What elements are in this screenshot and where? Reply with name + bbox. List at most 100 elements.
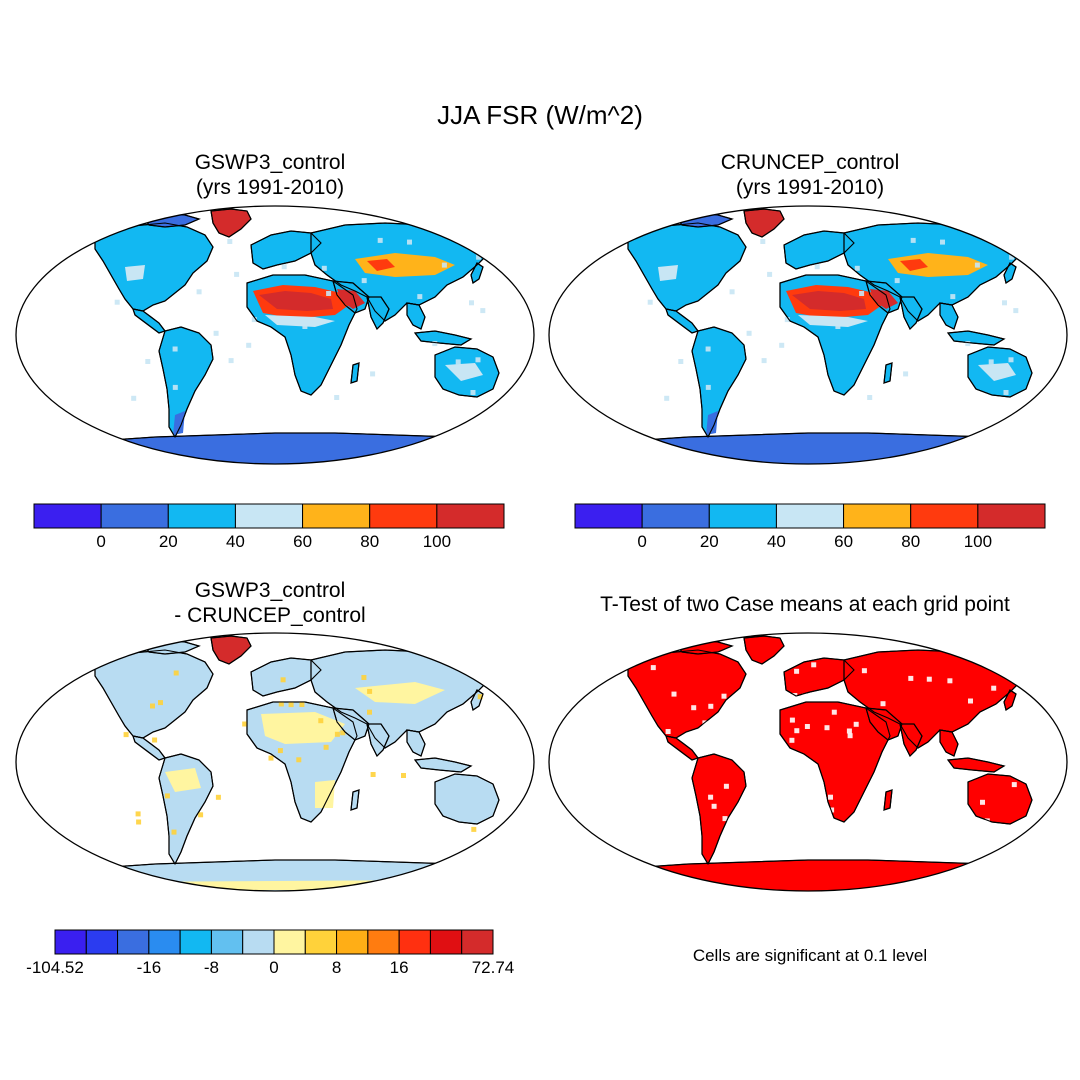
coastline-centralAmerica — [665, 308, 699, 334]
grid-cell — [649, 811, 655, 816]
arabia-high — [337, 289, 365, 309]
grid-cell — [1002, 300, 1007, 306]
grid-cell — [475, 357, 481, 363]
grid-cell — [729, 289, 735, 295]
grid-cell — [665, 729, 671, 734]
grid-cell — [171, 829, 177, 835]
grid-cell — [711, 803, 717, 809]
grid-cell — [114, 299, 120, 305]
amazon-yellow — [165, 768, 201, 792]
grid-cell — [829, 807, 835, 813]
grid-cell — [476, 254, 482, 260]
grid-cell — [173, 670, 179, 676]
colorbar-label: 72.74 — [472, 958, 515, 977]
coastline-japan — [1003, 262, 1017, 284]
grid-cell — [744, 714, 750, 720]
grid-cell — [898, 762, 904, 768]
coastline-australia — [967, 773, 1033, 825]
colorbar-label: -104.52 — [26, 958, 84, 977]
colorbar-swatch — [100, 503, 169, 529]
grid-cell — [653, 821, 659, 827]
map-content — [16, 633, 534, 891]
map-ttest — [548, 632, 1068, 892]
coastline-northAmerica — [94, 222, 214, 312]
grid-cell — [811, 662, 817, 668]
panel-title-ttest: T-Test of two Case means at each grid po… — [600, 593, 1010, 616]
colorbar-label: 60 — [834, 532, 853, 551]
colorbar-cruncep: 0 20 40 60 80 100 — [574, 503, 1046, 551]
grid-cell — [158, 700, 163, 706]
colorbar-swatch — [148, 929, 181, 955]
grid-cell — [831, 709, 837, 715]
grid-cell — [136, 819, 142, 825]
grid-cell — [234, 271, 240, 277]
coastline-newZealand — [1039, 819, 1051, 842]
grid-cell — [480, 308, 486, 314]
map-frame — [548, 632, 1068, 892]
coastline-newZealand — [1039, 392, 1051, 415]
grid-cell — [789, 717, 795, 723]
grid-cell — [1003, 390, 1009, 395]
grid-cell — [367, 709, 372, 715]
colorbar-swatch — [167, 503, 236, 529]
coastline-australia — [434, 773, 500, 825]
land-newZealand — [1039, 392, 1051, 415]
grid-cell — [968, 698, 973, 704]
grid-cell — [914, 764, 920, 770]
colorbar-label: 60 — [293, 532, 312, 551]
coastline-madagascar — [350, 362, 360, 384]
colorbar-label: 100 — [964, 532, 992, 551]
grid-cell — [789, 737, 795, 743]
map-gswp3 — [15, 205, 535, 465]
coastline-seAsia — [406, 302, 426, 330]
grid-cell — [477, 694, 483, 700]
grid-cell — [824, 725, 830, 731]
coastline-newZealand — [506, 392, 518, 415]
grid-cell — [708, 703, 714, 709]
coastline-japan — [470, 262, 484, 284]
grid-cell — [867, 395, 873, 400]
grid-cell — [251, 317, 257, 323]
coastline-northAmerica — [94, 649, 214, 739]
colorbar-swatch — [461, 929, 494, 955]
central-asia-high — [900, 259, 928, 271]
colorbar-swatch — [179, 929, 212, 955]
grid-cell — [796, 801, 802, 807]
grid-cell — [647, 299, 653, 305]
grid-cell — [131, 395, 137, 401]
grid-cell — [846, 728, 852, 734]
colorbar-swatch — [977, 503, 1046, 529]
grid-cell — [708, 794, 714, 800]
grid-cell — [123, 732, 129, 738]
map-content — [549, 206, 1067, 464]
arabia-high — [870, 289, 898, 309]
africa-yellow — [261, 712, 345, 744]
grid-cell — [854, 265, 860, 271]
sahel — [798, 315, 868, 327]
grid-cell — [152, 737, 158, 743]
coastline-arabia — [865, 707, 903, 741]
grid-cell — [150, 703, 155, 709]
grid-cell — [953, 818, 959, 824]
coastline-greenland — [743, 208, 785, 238]
grid-cell — [880, 701, 886, 707]
grid-cell — [145, 359, 151, 364]
grid-cell — [950, 294, 956, 300]
grid-cell — [340, 730, 346, 736]
colorbar-swatch — [302, 503, 371, 529]
grid-cell — [664, 395, 670, 401]
panel-title-line1: GSWP3_control — [194, 579, 346, 602]
colorbar-label: 8 — [332, 958, 341, 977]
colorbar-swatch — [910, 503, 979, 529]
grid-cell — [782, 747, 787, 753]
colorbar-swatch — [336, 929, 369, 955]
panel-title-line1: GSWP3_control — [194, 151, 346, 174]
colorbar-swatch — [398, 929, 431, 955]
grid-cell — [684, 829, 690, 835]
grid-cell — [767, 271, 773, 277]
grid-cell — [227, 239, 233, 244]
panel-title-line1: CRUNCEP_control — [720, 151, 900, 174]
grid-cell — [164, 793, 170, 799]
coastline-india — [366, 296, 390, 330]
grid-cell — [441, 262, 447, 268]
